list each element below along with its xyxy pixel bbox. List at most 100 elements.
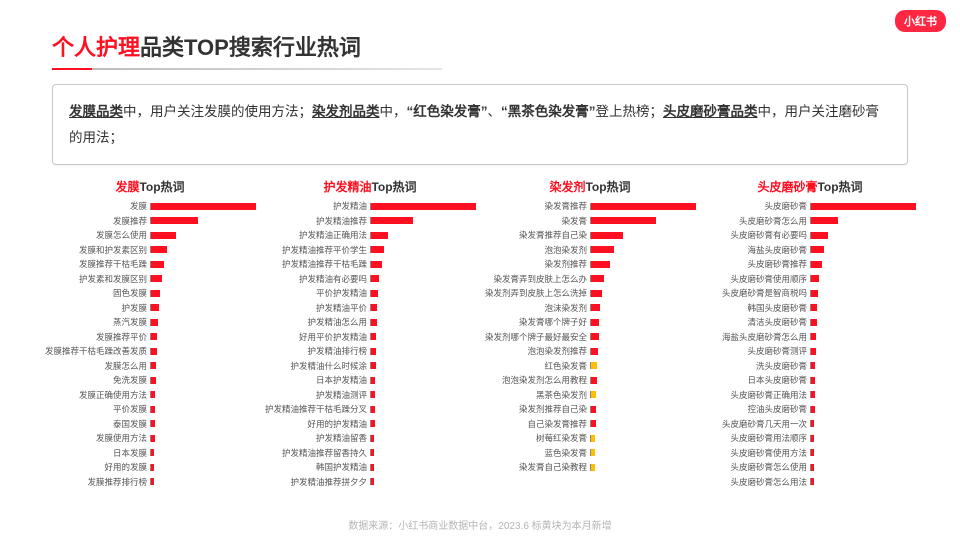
bar-track xyxy=(370,478,476,485)
bar-row: 头皮磨砂膏测评 xyxy=(704,344,916,359)
bar-track xyxy=(370,304,476,311)
bar-label: 护发精油推荐 xyxy=(264,215,370,227)
bar-label: 头皮磨砂膏使用方法 xyxy=(704,447,810,459)
bar-row: 树莓红染发膏 xyxy=(484,431,696,446)
summary-fragment: “黑茶色染发膏” xyxy=(501,104,596,119)
bar-row: 头皮磨砂膏使用顺序 xyxy=(704,272,916,287)
bar-row: 护发精油推荐干枯毛躁分叉 xyxy=(264,402,476,417)
bar-label: 护发精油有必要吗 xyxy=(264,273,370,285)
bar-row: 自己染发膏推荐 xyxy=(484,417,696,432)
bar xyxy=(591,304,600,311)
bar-row: 韩国护发精油 xyxy=(264,460,476,475)
bar-row: 日本头皮磨砂膏 xyxy=(704,373,916,388)
bar-track xyxy=(150,435,256,442)
bar-label: 控油头皮磨砂膏 xyxy=(704,403,810,415)
bar-label: 固色发膜 xyxy=(44,287,150,299)
bar-track xyxy=(810,449,916,456)
bar xyxy=(591,203,696,210)
bar-row: 护发膜 xyxy=(44,301,256,316)
bar-track xyxy=(590,435,696,442)
bar-track xyxy=(810,464,916,471)
bar-label: 头皮磨砂膏是智商税吗 xyxy=(704,287,810,299)
bar xyxy=(811,203,916,210)
bar xyxy=(371,333,376,340)
summary-fragment: 头皮磨砂膏品类 xyxy=(663,104,758,119)
bar xyxy=(591,246,614,253)
bar xyxy=(591,275,604,282)
bar xyxy=(591,362,597,369)
bar-track xyxy=(590,275,696,282)
charts-container: 发膜Top热词发膜发膜推荐发膜怎么使用发膜和护发素区别发膜推荐干枯毛躁护发素和发… xyxy=(44,178,916,510)
bar-label: 泰国发膜 xyxy=(44,418,150,430)
bar-label: 发膜推荐干枯毛躁 xyxy=(44,258,150,270)
bar xyxy=(151,246,167,253)
bar xyxy=(371,319,377,326)
bar-row: 发膜推荐 xyxy=(44,214,256,229)
bar xyxy=(151,464,154,471)
bar-track xyxy=(810,203,916,210)
bar-row: 泡泡染发剂推荐 xyxy=(484,344,696,359)
bar-row: 头皮磨砂膏推荐 xyxy=(704,257,916,272)
bar-row: 发膜推荐平价 xyxy=(44,330,256,345)
bar-label: 护发精油推荐干枯毛躁 xyxy=(264,258,370,270)
bar-track xyxy=(150,290,256,297)
bar-label: 护发精油排行榜 xyxy=(264,345,370,357)
bar xyxy=(151,333,157,340)
bar xyxy=(591,232,623,239)
summary-fragment: “红色染发膏” xyxy=(407,104,488,119)
bar-row: 护发精油推荐拼夕夕 xyxy=(264,475,476,490)
summary-fragment: 、 xyxy=(488,104,502,119)
bar xyxy=(371,449,374,456)
bar xyxy=(371,275,379,282)
bar-row: 发膜使用方法 xyxy=(44,431,256,446)
chart-title: 头皮磨砂膏Top热词 xyxy=(704,178,916,195)
bar-row: 平价护发精油 xyxy=(264,286,476,301)
bar-track xyxy=(590,232,696,239)
bar-track xyxy=(150,449,256,456)
bar-label: 泡泡染发剂 xyxy=(484,244,590,256)
bar-row: 海盐头皮磨砂膏怎么用 xyxy=(704,330,916,345)
bar-label: 免洗发膜 xyxy=(44,374,150,386)
bar-track xyxy=(810,319,916,326)
bar-row: 洗头皮磨砂膏 xyxy=(704,359,916,374)
bar xyxy=(151,319,158,326)
bar xyxy=(591,333,599,340)
bar-track xyxy=(810,377,916,384)
bar-row: 护发精油 xyxy=(264,199,476,214)
bar-label: 头皮磨砂膏测评 xyxy=(704,345,810,357)
bar-track xyxy=(370,435,476,442)
bar-label: 护发精油平价 xyxy=(264,302,370,314)
bar-label: 洗头皮磨砂膏 xyxy=(704,360,810,372)
bar-label: 头皮磨砂膏怎么用法 xyxy=(704,476,810,488)
bar-row: 发膜正确使用方法 xyxy=(44,388,256,403)
bar-row: 护发精油有必要吗 xyxy=(264,272,476,287)
bar-track xyxy=(150,203,256,210)
bar xyxy=(151,420,155,427)
page-title: 个人护理品类TOP搜索行业热词 xyxy=(52,30,908,62)
bar xyxy=(591,435,595,442)
bar xyxy=(811,377,815,384)
bar xyxy=(371,420,375,427)
bar-track xyxy=(810,261,916,268)
bar xyxy=(151,217,198,224)
summary-fragment: 中， xyxy=(380,104,407,119)
bar xyxy=(591,391,596,398)
bar-label: 韩国护发精油 xyxy=(264,461,370,473)
bar-row: 头皮磨砂膏怎么用法 xyxy=(704,475,916,490)
bar-track xyxy=(370,232,476,239)
bar-track xyxy=(590,420,696,427)
bar-track xyxy=(150,478,256,485)
bar-label: 海盐头皮磨砂膏怎么用 xyxy=(704,331,810,343)
bar-row: 发膜怎么使用 xyxy=(44,228,256,243)
bar xyxy=(371,261,382,268)
bar-row: 头皮磨砂膏几天用一次 xyxy=(704,417,916,432)
bar-row: 发膜怎么用 xyxy=(44,359,256,374)
chart-rows: 护发精油护发精油推荐护发精油正确用法护发精油推荐平价学生护发精油推荐干枯毛躁护发… xyxy=(264,199,476,510)
bar-row: 发膜推荐排行榜 xyxy=(44,475,256,490)
chart-title: 染发剂Top热词 xyxy=(484,178,696,195)
bar-track xyxy=(150,217,256,224)
chart-rows: 发膜发膜推荐发膜怎么使用发膜和护发素区别发膜推荐干枯毛躁护发素和发膜区别固色发膜… xyxy=(44,199,256,510)
bar xyxy=(371,464,374,471)
bar-label: 护发精油推荐留香持久 xyxy=(264,447,370,459)
bar xyxy=(151,478,154,485)
